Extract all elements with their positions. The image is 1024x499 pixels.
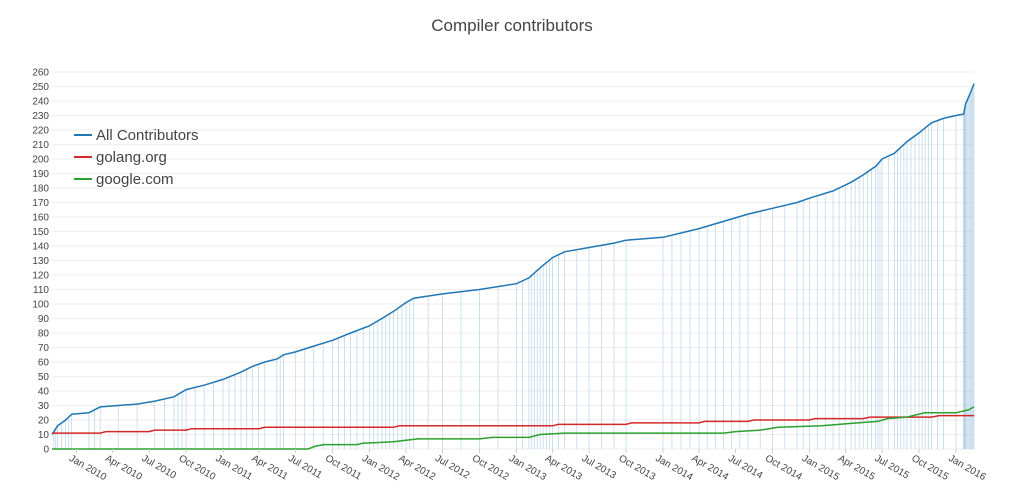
y-tick-label: 0 [43,445,49,456]
y-tick-label: 20 [38,416,50,427]
y-tick-label: 120 [32,271,49,282]
legend[interactable]: All Contributors golang.org google.com [74,127,199,188]
y-tick-label: 230 [32,111,49,122]
legend-item[interactable]: google.com [74,171,174,188]
x-tick-label: Jul 2012 [433,453,472,482]
x-tick-label: Oct 2012 [470,453,511,483]
commit-marks [53,83,975,449]
chart-title: Compiler contributors [431,16,593,35]
x-tick-label: Oct 2014 [763,453,804,483]
legend-label: golang.org [96,149,167,166]
y-tick-label: 180 [32,184,49,195]
x-tick-label: Jan 2013 [507,453,549,483]
y-tick-label: 150 [32,227,49,238]
x-tick-label: Jul 2014 [726,453,765,482]
x-tick-label: Oct 2011 [323,453,363,483]
y-tick-label: 110 [33,285,49,296]
y-tick-label: 30 [38,401,50,412]
x-tick-label: Apr 2010 [103,453,144,483]
x-tick-label: Jul 2013 [580,453,619,482]
y-tick-label: 130 [32,256,49,267]
y-tick-label: 50 [38,372,50,383]
y-tick-label: 140 [32,242,49,253]
grid [52,71,974,450]
y-tick-label: 90 [38,314,50,325]
x-tick-label: Apr 2014 [690,453,731,483]
x-tick-label: Oct 2013 [616,453,657,483]
x-tick-label: Apr 2013 [543,453,584,483]
y-tick-label: 210 [32,140,49,151]
legend-label: All Contributors [96,127,199,144]
x-tick-label: Jan 2016 [946,453,988,483]
x-tick-label: Jan 2014 [653,453,695,483]
y-tick-label: 10 [38,430,50,441]
x-tick-label: Jul 2015 [873,453,912,482]
x-tick-label: Oct 2010 [177,453,218,483]
x-tick-label: Jan 2015 [800,453,842,483]
y-tick-label: 250 [32,82,49,93]
x-tick-label: Apr 2015 [836,453,877,483]
series-line-golang-org [52,414,974,434]
x-tick-label: Jul 2010 [140,453,179,482]
x-tick-label: Jan 2010 [67,453,109,483]
y-tick-label: 190 [32,169,49,180]
y-tick-label: 100 [32,300,49,311]
x-tick-label: Oct 2015 [910,453,951,483]
legend-label: google.com [96,171,174,188]
series-line-all-contributors [51,83,975,435]
series-line-google-com [52,406,975,450]
y-tick-label: 160 [32,213,49,224]
y-tick-label: 40 [38,387,50,398]
x-tick-label: Jan 2012 [360,453,402,483]
y-tick-label: 70 [38,343,50,354]
y-tick-label: 200 [32,155,49,166]
x-tick-label: Jul 2011 [286,453,324,481]
x-tick-label: Apr 2011 [250,453,290,483]
y-tick-label: 260 [32,68,49,79]
y-tick-label: 60 [38,358,50,369]
y-tick-label: 170 [32,198,49,209]
legend-item[interactable]: golang.org [74,149,167,166]
y-tick-label: 220 [32,126,49,137]
y-tick-label: 80 [38,329,50,340]
y-tick-label: 240 [32,97,49,108]
x-tick-label: Apr 2012 [397,453,438,483]
legend-item[interactable]: All Contributors [74,127,199,144]
series-lines [51,83,975,450]
x-tick-label: Jan 2011 [213,453,254,483]
y-axis: 0 10 20 30 40 50 60 70 80 90 100 110 120 130 140 150 160… [32,68,49,456]
